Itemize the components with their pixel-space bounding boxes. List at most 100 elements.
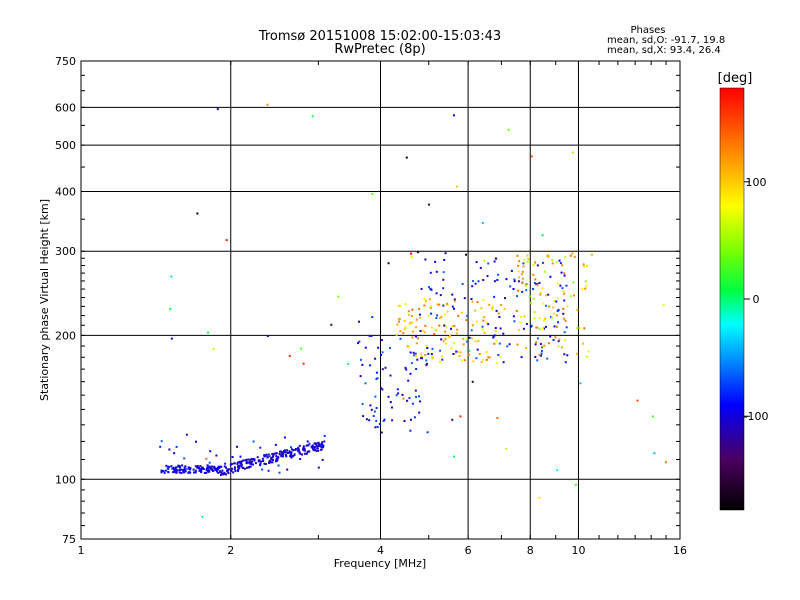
data-point bbox=[536, 359, 539, 362]
stats-line-o: mean, sd,O: -91.7, 19.8 bbox=[607, 35, 725, 46]
data-point bbox=[495, 257, 498, 260]
data-point bbox=[282, 451, 285, 454]
data-point bbox=[544, 325, 547, 328]
data-point bbox=[284, 451, 287, 454]
data-point bbox=[474, 340, 477, 343]
data-point bbox=[525, 346, 527, 349]
data-point bbox=[493, 295, 496, 298]
data-point bbox=[408, 346, 410, 349]
data-point bbox=[411, 321, 414, 324]
data-point bbox=[270, 457, 273, 460]
data-point bbox=[450, 327, 452, 330]
data-point bbox=[233, 462, 236, 465]
data-point bbox=[506, 345, 509, 348]
data-point bbox=[303, 452, 306, 455]
data-point bbox=[553, 300, 556, 302]
data-point bbox=[453, 325, 456, 327]
data-point bbox=[172, 471, 175, 474]
data-point bbox=[415, 326, 417, 329]
data-point bbox=[553, 325, 556, 328]
data-point bbox=[405, 156, 408, 159]
data-point bbox=[439, 317, 441, 319]
data-point bbox=[408, 323, 411, 325]
data-point bbox=[525, 284, 527, 287]
data-point bbox=[487, 323, 490, 326]
data-point bbox=[583, 327, 586, 330]
data-point bbox=[503, 307, 506, 310]
data-point bbox=[391, 419, 394, 422]
data-point bbox=[436, 303, 439, 306]
data-point bbox=[281, 454, 284, 457]
data-point bbox=[361, 363, 364, 366]
data-point bbox=[181, 464, 184, 467]
data-point bbox=[536, 326, 539, 329]
data-point bbox=[172, 466, 175, 469]
data-point bbox=[170, 275, 173, 278]
data-point bbox=[268, 454, 271, 457]
data-point bbox=[477, 340, 480, 343]
data-point bbox=[474, 282, 477, 285]
data-point bbox=[426, 431, 429, 434]
data-point bbox=[249, 458, 252, 461]
data-point bbox=[174, 470, 176, 473]
data-point bbox=[280, 454, 283, 457]
data-point bbox=[193, 471, 195, 474]
data-point bbox=[443, 258, 446, 261]
data-point bbox=[541, 234, 544, 237]
data-point bbox=[428, 203, 430, 206]
data-point bbox=[423, 331, 426, 334]
data-point bbox=[543, 327, 545, 330]
data-point bbox=[271, 461, 274, 464]
data-point bbox=[562, 312, 565, 315]
data-point bbox=[416, 251, 419, 254]
data-point bbox=[202, 468, 205, 470]
data-point bbox=[167, 467, 170, 470]
data-point bbox=[482, 328, 484, 331]
data-point bbox=[574, 483, 577, 486]
data-point bbox=[438, 303, 441, 306]
data-point bbox=[424, 258, 427, 261]
data-point bbox=[288, 354, 291, 357]
data-point bbox=[413, 416, 416, 419]
data-point bbox=[383, 418, 386, 421]
data-point bbox=[317, 441, 320, 444]
data-point bbox=[496, 362, 499, 364]
data-point bbox=[518, 260, 520, 263]
data-point bbox=[418, 313, 421, 316]
data-point bbox=[557, 345, 560, 348]
data-point bbox=[245, 462, 248, 465]
data-point bbox=[434, 260, 437, 263]
data-point bbox=[556, 297, 559, 300]
data-point bbox=[423, 298, 426, 300]
data-point bbox=[569, 254, 572, 257]
data-point bbox=[560, 271, 563, 274]
data-point bbox=[224, 462, 227, 465]
data-point bbox=[361, 403, 364, 406]
data-point bbox=[316, 447, 319, 450]
data-point bbox=[471, 285, 474, 288]
data-point bbox=[653, 452, 656, 455]
data-point bbox=[290, 452, 293, 455]
data-point bbox=[418, 395, 420, 398]
data-point bbox=[320, 448, 323, 451]
data-point bbox=[410, 256, 413, 259]
data-point bbox=[274, 443, 277, 446]
data-point bbox=[481, 221, 484, 224]
data-point bbox=[561, 287, 564, 290]
data-point bbox=[557, 321, 559, 324]
data-point bbox=[564, 256, 567, 259]
x-tick-label: 4 bbox=[377, 544, 384, 557]
data-point bbox=[175, 445, 178, 448]
x-axis-label: Frequency [MHz] bbox=[334, 557, 426, 570]
data-point bbox=[465, 253, 467, 256]
data-point bbox=[170, 337, 173, 340]
data-point bbox=[250, 463, 253, 466]
data-point bbox=[412, 351, 415, 354]
data-point bbox=[533, 282, 536, 284]
data-point bbox=[479, 266, 482, 269]
data-point bbox=[302, 362, 305, 365]
data-point bbox=[277, 464, 280, 467]
x-tick-label: 8 bbox=[527, 544, 534, 557]
data-point bbox=[571, 252, 574, 255]
data-point bbox=[496, 279, 499, 281]
